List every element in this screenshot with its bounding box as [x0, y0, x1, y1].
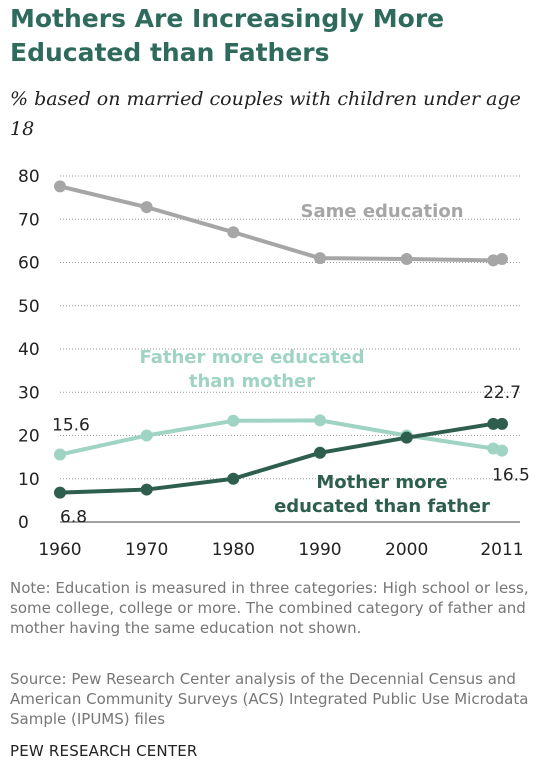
- series-0-point-2000: [400, 253, 413, 266]
- data-label-22.7: 22.7: [483, 383, 521, 403]
- axes: 0 10 20 30 40 50 60 70 80 1960 1970 1980 1990 2000 201…: [18, 167, 524, 560]
- series-2-point-1980: [227, 472, 240, 485]
- data-label-15.6: 15.6: [52, 416, 90, 436]
- series-1-point-1970: [140, 429, 153, 442]
- y-tick-label-70: 70: [18, 210, 40, 230]
- series-2-point-2000: [400, 431, 413, 444]
- series-lines: [54, 180, 508, 499]
- y-tick-label-10: 10: [18, 470, 40, 490]
- series-label-0-line-0: Same education: [300, 201, 463, 222]
- series-1-point-1960: [54, 448, 66, 461]
- data-label-16.5: 16.5: [492, 466, 530, 486]
- series-1-point-1980: [227, 414, 240, 427]
- series-label-1-line-0: Father more educated: [139, 347, 364, 368]
- x-tick-label-1960: 1960: [38, 540, 81, 560]
- y-tick-label-40: 40: [18, 340, 40, 360]
- series-0-point-1990: [314, 252, 326, 265]
- series-label-1-line-1: than mother: [189, 371, 315, 392]
- labels: Same education Father more educated than m…: [52, 201, 530, 528]
- y-tick-label-80: 80: [18, 167, 40, 187]
- x-tick-label-1980: 1980: [212, 540, 255, 560]
- series-2-point-1960: [54, 486, 66, 499]
- series-2-point-2011: [496, 417, 508, 430]
- series-1-point-1990: [314, 414, 326, 427]
- series-line-1: [59, 418, 503, 457]
- series-0-point-1960: [54, 180, 66, 193]
- x-tick-label-1970: 1970: [125, 540, 168, 560]
- chart-subtitle: % based on married couples with children…: [10, 88, 521, 140]
- series-2-point-2010: [487, 417, 500, 430]
- chart-note: Note: Education is measured in three cat…: [10, 579, 529, 637]
- series-0-point-1980: [227, 226, 240, 239]
- y-tick-label-50: 50: [18, 297, 40, 317]
- chart-source: Source: Pew Research Center analysis of …: [10, 670, 529, 728]
- y-tick-label-0: 0: [18, 513, 29, 533]
- series-0-point-2011: [496, 253, 508, 266]
- x-tick-label-2011: 2011: [480, 540, 523, 560]
- y-tick-label-60: 60: [18, 254, 40, 274]
- series-2-point-1970: [140, 483, 153, 496]
- series-label-2-line-1: educated than father: [274, 496, 490, 517]
- y-tick-label-20: 20: [18, 427, 40, 447]
- series-label-2-line-0: Mother more: [316, 472, 447, 493]
- x-tick-label-1990: 1990: [298, 540, 341, 560]
- series-0-point-1970: [140, 201, 153, 214]
- brand-label: PEW RESEARCH CENTER: [10, 742, 198, 760]
- series-2-point-1990: [314, 446, 326, 459]
- line-chart: 0 10 20 30 40 50 60 70 80 1960 1970 1980 1990 2000 201…: [18, 167, 530, 560]
- series-line-0: [59, 184, 503, 263]
- series-1-point-2011: [496, 444, 508, 457]
- chart-title: Mothers Are Increasingly More Educated t…: [10, 4, 445, 67]
- y-tick-label-30: 30: [18, 383, 40, 403]
- x-tick-label-2000: 2000: [385, 540, 428, 560]
- data-label-6.8: 6.8: [60, 508, 87, 528]
